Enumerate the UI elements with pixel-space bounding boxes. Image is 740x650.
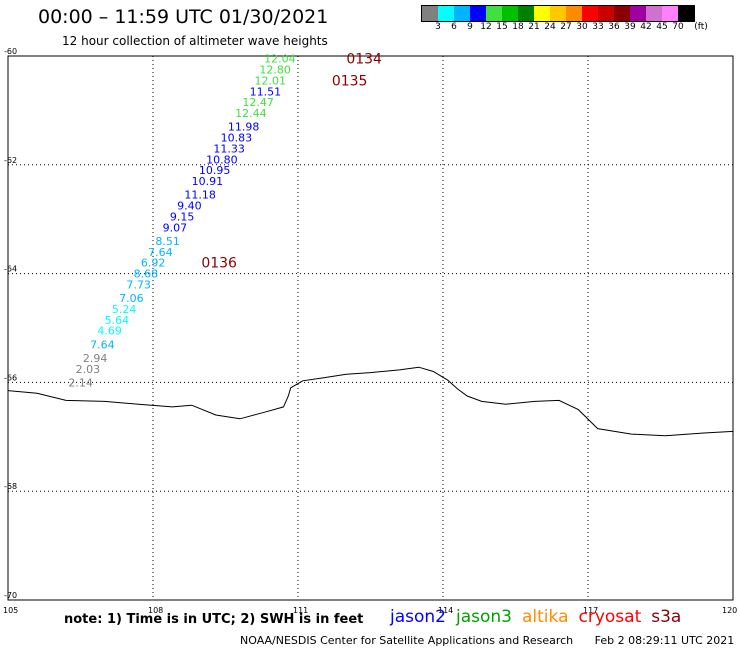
wave-height-label: 6.92 xyxy=(141,257,166,270)
wave-height-label: 10.91 xyxy=(192,175,224,188)
legend-label: 42 xyxy=(640,22,652,32)
legend-swatch xyxy=(422,6,438,21)
wave-height-label: 8.51 xyxy=(155,235,180,248)
legend-swatch xyxy=(646,6,662,21)
legend-label: 9 xyxy=(467,22,473,32)
wave-height-label: 10.83 xyxy=(221,132,253,145)
grid-lines xyxy=(8,56,733,600)
legend-label: 6 xyxy=(451,22,457,32)
legend-label: 30 xyxy=(576,22,588,32)
legend-swatch xyxy=(566,6,582,21)
legend-label: 39 xyxy=(624,22,636,32)
legend-label: 21 xyxy=(528,22,540,32)
legend-label: 15 xyxy=(496,22,508,32)
legend-label: 33 xyxy=(592,22,604,32)
wave-height-label: 9.40 xyxy=(177,200,202,213)
coastline xyxy=(7,366,734,437)
wave-height-label: 9.07 xyxy=(163,221,188,234)
wave-height-label: 12.80 xyxy=(259,64,291,77)
lat-tick-label: -66 xyxy=(4,373,17,382)
wave-height-label: 11.51 xyxy=(250,85,282,98)
wave-height-label: 4.69 xyxy=(97,325,122,338)
map-frame xyxy=(7,55,734,601)
satellite-s3a: s3a xyxy=(651,607,682,627)
orbit-label: 0135 xyxy=(332,73,368,89)
wave-height-label: 12.04 xyxy=(264,53,296,66)
lon-tick-label: 114 xyxy=(438,606,453,615)
legend-swatch xyxy=(438,6,454,21)
wave-height-label: 12.47 xyxy=(242,96,274,109)
orbit-label: 0136 xyxy=(201,256,237,272)
wave-height-label: 5.24 xyxy=(112,303,136,316)
satellite-cryosat: cryosat xyxy=(578,607,642,627)
wave-height-label: 7.64 xyxy=(148,246,173,259)
units-note: note: 1) Time is in UTC; 2) SWH is in fe… xyxy=(64,612,364,627)
legend-label: 45 xyxy=(656,22,668,32)
wave-height-label: 2.03 xyxy=(76,363,101,376)
generation-timestamp: Feb 2 08:29:11 UTC 2021 xyxy=(594,634,735,647)
lat-tick-label: -60 xyxy=(4,47,17,56)
wave-height-label: 11.18 xyxy=(184,189,216,202)
legend-swatch xyxy=(614,6,630,21)
legend-swatch xyxy=(662,6,678,21)
wave-height-label: 7.64 xyxy=(90,338,115,351)
wave-height-label: 10.95 xyxy=(199,164,231,177)
wave-height-label: 12.01 xyxy=(255,74,287,87)
legend-swatch xyxy=(486,6,502,21)
axis-tick-labels: -60 -62 -64 -66 -68 -70 105 108 111 114 117 120 xyxy=(3,47,737,615)
wave-height-label: 11.98 xyxy=(228,121,260,134)
wave-height-label: 10.80 xyxy=(206,153,238,166)
wave-height-label: 7.73 xyxy=(126,278,150,291)
lon-tick-label: 108 xyxy=(148,606,163,615)
legend-label: 27 xyxy=(560,22,572,32)
lat-tick-label: -68 xyxy=(4,482,17,491)
legend-label: 36 xyxy=(608,22,620,32)
lon-tick-label: 105 xyxy=(3,606,18,615)
legend-unit: (ft) xyxy=(694,22,708,32)
legend-swatch xyxy=(550,6,566,21)
map-title: 00:00 – 11:59 UTC 01/30/2021 xyxy=(38,6,329,28)
legend-swatch xyxy=(502,6,518,21)
credit-line: NOAA/NESDIS Center for Satellite Applica… xyxy=(240,634,740,647)
satellite-altika: altika xyxy=(522,607,569,627)
legend-swatch xyxy=(630,6,646,21)
legend-label: 12 xyxy=(480,22,492,32)
wave-height-label: 2.14 xyxy=(68,376,93,389)
legend-swatch xyxy=(582,6,598,21)
satellite-jason3: jason3 xyxy=(456,607,512,627)
wave-height-label: 7.06 xyxy=(119,292,143,305)
legend-swatch xyxy=(518,6,534,21)
color-legend-bar xyxy=(421,5,695,22)
satellite-jason2: jason2 xyxy=(390,607,446,627)
wave-height-label: 11.33 xyxy=(213,142,245,155)
legend-swatch xyxy=(678,6,694,21)
wave-height-label: 5.64 xyxy=(105,314,129,327)
wave-height-label: 8.68 xyxy=(134,268,159,281)
wave-height-label: 12.44 xyxy=(235,107,267,120)
wave-height-label: 2.94 xyxy=(83,352,108,365)
lon-tick-label: 117 xyxy=(583,606,598,615)
satellite-legend: jason2 jason3 altika cryosat s3a xyxy=(390,607,691,627)
legend-swatch xyxy=(470,6,486,21)
legend-label: 3 xyxy=(435,22,441,32)
legend-swatch xyxy=(534,6,550,21)
lat-tick-label: -62 xyxy=(4,156,17,165)
wave-height-points: 12.0412.8012.0111.5112.4712.4411.9810.83… xyxy=(68,53,295,390)
legend-swatch xyxy=(454,6,470,21)
lat-tick-label: -64 xyxy=(4,265,17,274)
orbit-labels: 0134 0135 0136 xyxy=(201,52,382,272)
legend-swatch xyxy=(598,6,614,21)
legend-label: 70 xyxy=(672,22,684,32)
legend-label: 24 xyxy=(544,22,556,32)
wave-height-label: 9.15 xyxy=(170,210,195,223)
legend-label: 18 xyxy=(512,22,524,32)
credit-text: NOAA/NESDIS Center for Satellite Applica… xyxy=(240,634,574,647)
map-subtitle: 12 hour collection of altimeter wave hei… xyxy=(62,34,328,48)
lon-tick-label: 120 xyxy=(722,606,737,615)
lon-tick-label: 111 xyxy=(293,606,308,615)
lat-tick-label: -70 xyxy=(4,591,17,600)
orbit-label: 0134 xyxy=(346,52,382,68)
